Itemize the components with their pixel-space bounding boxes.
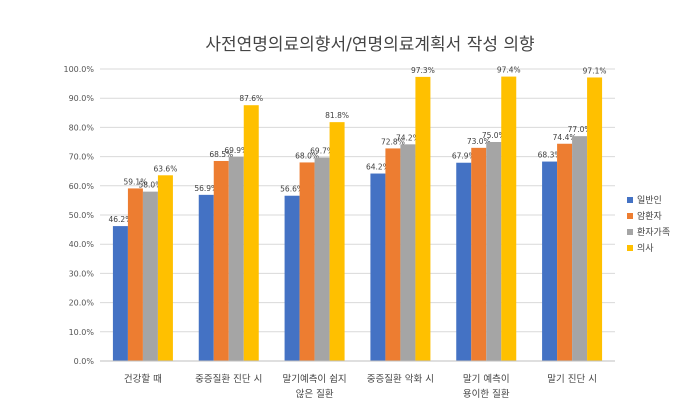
data-label: 59.1% bbox=[124, 177, 148, 186]
y-tick-label: 90.0% bbox=[69, 94, 95, 103]
bar bbox=[243, 105, 259, 361]
bar bbox=[471, 147, 487, 361]
legend-label: 환자가족 bbox=[637, 226, 670, 238]
data-label: 68.0% bbox=[295, 151, 319, 160]
bar bbox=[127, 188, 143, 361]
legend-label: 의사 bbox=[637, 243, 654, 254]
bar bbox=[142, 191, 158, 361]
legend-label: 암환자 bbox=[637, 210, 663, 222]
y-tick-label: 30.0% bbox=[69, 269, 95, 278]
data-label: 81.8% bbox=[325, 111, 349, 120]
data-label: 73.0% bbox=[467, 137, 491, 146]
bar bbox=[400, 144, 416, 361]
data-label: 74.4% bbox=[553, 133, 577, 142]
x-tick-label: 말기 예측이 bbox=[463, 373, 510, 385]
data-label: 46.2% bbox=[109, 215, 133, 224]
x-tick-label: 말기 진단 시 bbox=[547, 373, 597, 385]
x-tick-label: 용이한 질환 bbox=[463, 388, 510, 400]
bar bbox=[572, 136, 588, 361]
legend-label: 일반인 bbox=[637, 195, 662, 206]
data-label: 69.7% bbox=[310, 146, 334, 155]
bar bbox=[501, 76, 517, 361]
legend-swatch bbox=[627, 197, 633, 203]
data-label: 56.6% bbox=[280, 185, 304, 194]
data-label: 68.3% bbox=[538, 151, 562, 160]
bar bbox=[385, 148, 401, 361]
y-tick-label: 70.0% bbox=[69, 153, 95, 162]
data-label: 97.1% bbox=[583, 66, 607, 75]
data-label: 64.2% bbox=[366, 163, 390, 172]
y-tick-label: 10.0% bbox=[69, 328, 95, 337]
bar bbox=[198, 194, 214, 361]
legend-swatch bbox=[627, 213, 633, 219]
bar bbox=[542, 161, 558, 361]
data-label: 77.0% bbox=[568, 125, 592, 134]
bar bbox=[456, 162, 472, 361]
bar bbox=[112, 226, 128, 361]
x-tick-label: 말기예측이 쉽지 bbox=[282, 373, 346, 385]
data-label: 74.2% bbox=[396, 133, 420, 142]
x-tick-label: 건강할 때 bbox=[124, 374, 162, 385]
bar bbox=[415, 76, 431, 361]
data-label: 87.6% bbox=[239, 94, 263, 103]
legend-swatch bbox=[627, 245, 633, 251]
data-label: 67.9% bbox=[452, 152, 476, 161]
data-label: 58.0% bbox=[139, 181, 163, 190]
bar bbox=[213, 160, 229, 361]
x-tick-label: 않은 질환 bbox=[296, 388, 334, 400]
y-tick-label: 0.0% bbox=[74, 357, 95, 366]
bar bbox=[284, 195, 300, 361]
data-label: 63.6% bbox=[154, 164, 178, 173]
chart-title: 사전연명의료의향서/연명의료계획서 작성 의향 bbox=[205, 35, 535, 55]
y-tick-label: 80.0% bbox=[69, 123, 95, 132]
y-tick-label: 60.0% bbox=[69, 182, 95, 191]
data-label: 97.4% bbox=[497, 66, 521, 75]
y-tick-label: 100.0% bbox=[63, 65, 94, 74]
x-tick-label: 중증질환 진단 시 bbox=[195, 373, 262, 385]
data-label: 97.3% bbox=[411, 66, 435, 75]
data-label: 75.0% bbox=[482, 131, 506, 140]
bar bbox=[486, 142, 502, 361]
data-label: 68.5% bbox=[209, 150, 233, 159]
bar bbox=[587, 77, 603, 361]
bar bbox=[314, 157, 330, 361]
bar bbox=[299, 162, 315, 361]
y-tick-label: 20.0% bbox=[69, 299, 95, 308]
y-tick-label: 40.0% bbox=[69, 240, 95, 249]
legend-swatch bbox=[627, 229, 633, 235]
y-tick-label: 50.0% bbox=[69, 211, 95, 220]
bar bbox=[557, 143, 573, 361]
data-label: 56.9% bbox=[194, 184, 218, 193]
bar bbox=[370, 173, 386, 361]
x-tick-label: 중증질환 악화 시 bbox=[367, 373, 434, 385]
data-label: 72.8% bbox=[381, 137, 405, 146]
bar bbox=[228, 156, 244, 361]
bar bbox=[329, 122, 345, 361]
data-label: 69.9% bbox=[224, 146, 248, 155]
bar bbox=[157, 175, 173, 361]
